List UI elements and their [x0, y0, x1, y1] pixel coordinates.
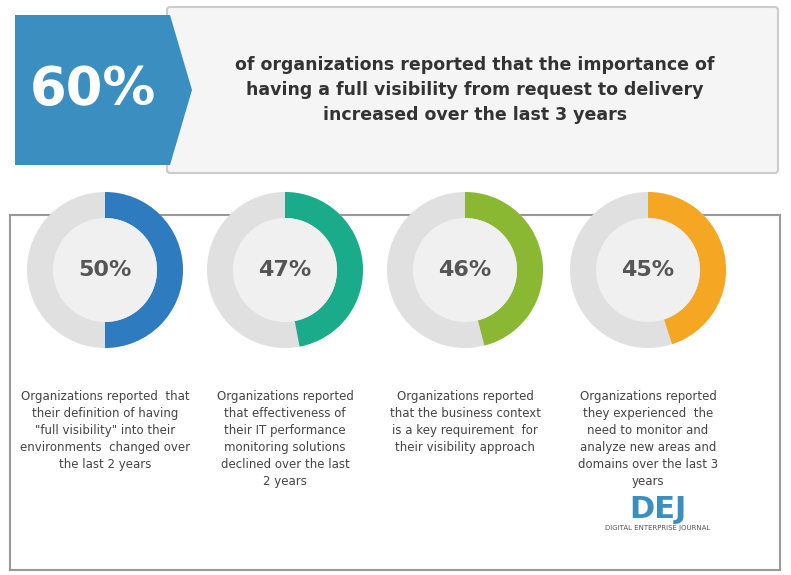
FancyBboxPatch shape — [15, 15, 170, 165]
Text: 50%: 50% — [78, 260, 131, 280]
Circle shape — [413, 218, 517, 322]
Polygon shape — [170, 15, 192, 165]
Circle shape — [387, 192, 543, 348]
Circle shape — [570, 192, 726, 348]
Circle shape — [53, 218, 157, 322]
Text: 60%: 60% — [29, 64, 156, 116]
Circle shape — [596, 218, 700, 322]
Text: Organizations reported
that the business context
is a key requirement  for
their: Organizations reported that the business… — [389, 390, 540, 454]
Circle shape — [233, 218, 337, 322]
Text: 45%: 45% — [622, 260, 675, 280]
Text: 46%: 46% — [438, 260, 492, 280]
Text: 47%: 47% — [259, 260, 312, 280]
Text: of organizations reported that the importance of
having a full visibility from r: of organizations reported that the impor… — [235, 56, 715, 124]
Text: Organizations reported
they experienced  the
need to monitor and
analyze new are: Organizations reported they experienced … — [578, 390, 718, 488]
Text: DIGITAL ENTERPRISE JOURNAL: DIGITAL ENTERPRISE JOURNAL — [605, 525, 710, 531]
FancyBboxPatch shape — [167, 7, 778, 173]
Text: DEJ: DEJ — [630, 496, 687, 524]
FancyBboxPatch shape — [10, 215, 780, 570]
Wedge shape — [648, 192, 726, 344]
Wedge shape — [285, 192, 363, 347]
Text: Organizations reported
that effectiveness of
their IT performance
monitoring sol: Organizations reported that effectivenes… — [217, 390, 354, 488]
Circle shape — [27, 192, 183, 348]
Circle shape — [207, 192, 363, 348]
Wedge shape — [465, 192, 543, 346]
Wedge shape — [105, 192, 183, 348]
Text: Organizations reported  that
their definition of having
"full visibility" into t: Organizations reported that their defini… — [20, 390, 190, 471]
